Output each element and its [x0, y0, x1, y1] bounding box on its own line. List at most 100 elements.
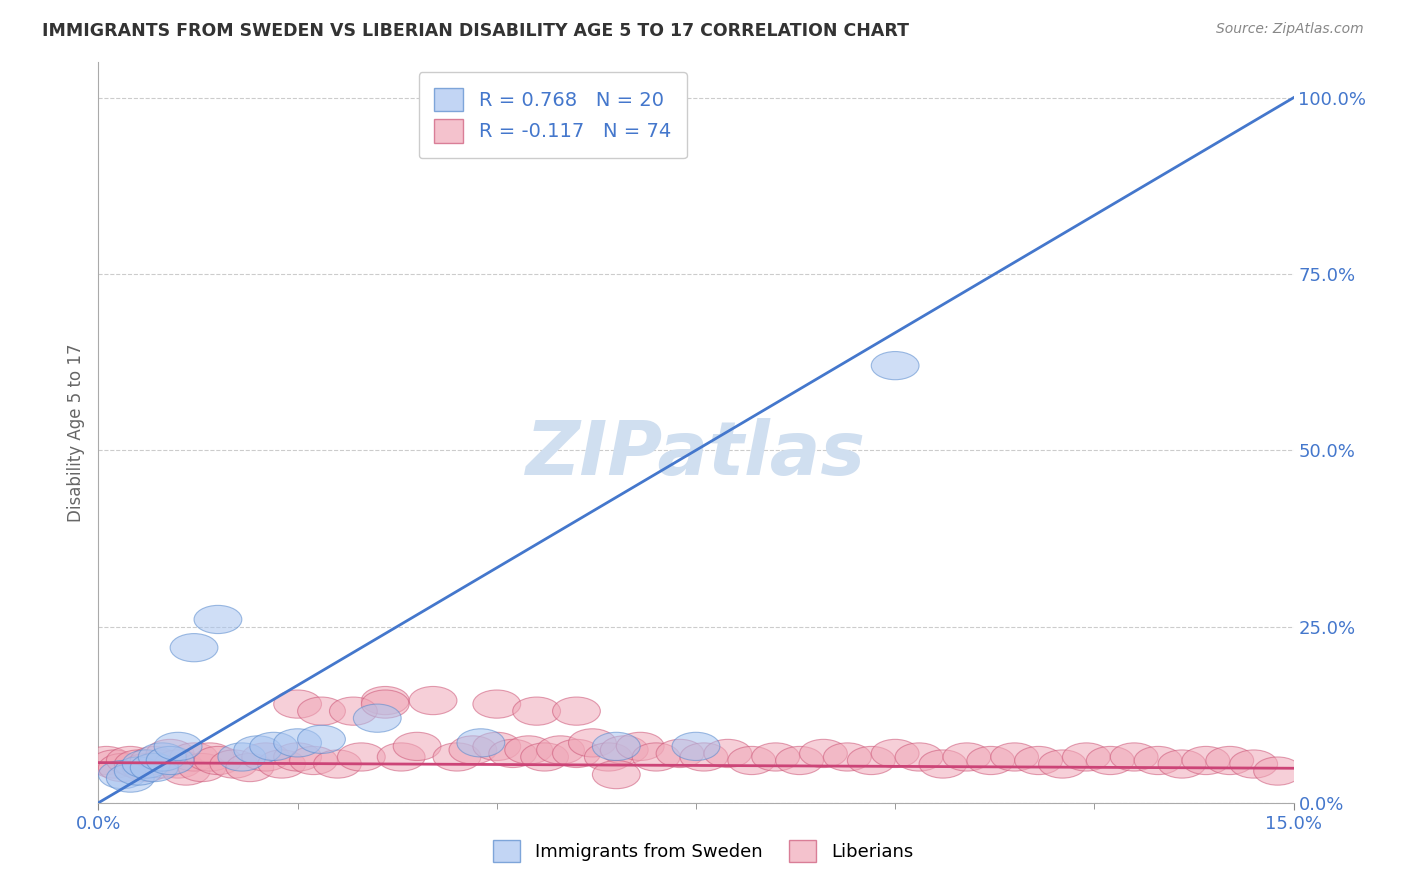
Ellipse shape: [472, 690, 520, 718]
Ellipse shape: [146, 747, 194, 774]
Ellipse shape: [233, 736, 281, 764]
Ellipse shape: [329, 697, 377, 725]
Ellipse shape: [138, 750, 186, 778]
Ellipse shape: [704, 739, 752, 767]
Ellipse shape: [776, 747, 824, 774]
Text: IMMIGRANTS FROM SWEDEN VS LIBERIAN DISABILITY AGE 5 TO 17 CORRELATION CHART: IMMIGRANTS FROM SWEDEN VS LIBERIAN DISAB…: [42, 22, 910, 40]
Ellipse shape: [274, 743, 322, 771]
Ellipse shape: [114, 750, 162, 778]
Ellipse shape: [377, 743, 425, 771]
Ellipse shape: [361, 690, 409, 718]
Ellipse shape: [242, 743, 290, 771]
Y-axis label: Disability Age 5 to 17: Disability Age 5 to 17: [66, 343, 84, 522]
Ellipse shape: [1254, 757, 1302, 785]
Ellipse shape: [1111, 743, 1159, 771]
Ellipse shape: [353, 704, 401, 732]
Ellipse shape: [186, 743, 233, 771]
Ellipse shape: [896, 743, 943, 771]
Ellipse shape: [1135, 747, 1182, 774]
Ellipse shape: [1039, 750, 1087, 778]
Ellipse shape: [194, 606, 242, 633]
Ellipse shape: [920, 750, 967, 778]
Ellipse shape: [600, 736, 648, 764]
Ellipse shape: [337, 743, 385, 771]
Ellipse shape: [122, 750, 170, 778]
Ellipse shape: [290, 747, 337, 774]
Ellipse shape: [568, 729, 616, 757]
Ellipse shape: [209, 750, 257, 778]
Ellipse shape: [1206, 747, 1254, 774]
Ellipse shape: [633, 743, 681, 771]
Ellipse shape: [728, 747, 776, 774]
Ellipse shape: [457, 729, 505, 757]
Ellipse shape: [1063, 743, 1111, 771]
Ellipse shape: [800, 739, 848, 767]
Ellipse shape: [274, 729, 322, 757]
Ellipse shape: [131, 747, 179, 774]
Ellipse shape: [274, 690, 322, 718]
Ellipse shape: [681, 743, 728, 771]
Ellipse shape: [98, 761, 146, 789]
Ellipse shape: [155, 750, 202, 778]
Ellipse shape: [1015, 747, 1063, 774]
Ellipse shape: [1230, 750, 1278, 778]
Ellipse shape: [179, 754, 226, 781]
Text: ZIPatlas: ZIPatlas: [526, 418, 866, 491]
Ellipse shape: [250, 732, 298, 761]
Ellipse shape: [657, 739, 704, 767]
Ellipse shape: [90, 750, 138, 778]
Ellipse shape: [585, 743, 633, 771]
Ellipse shape: [824, 743, 872, 771]
Ellipse shape: [122, 754, 170, 781]
Ellipse shape: [226, 754, 274, 781]
Ellipse shape: [967, 747, 1015, 774]
Ellipse shape: [218, 743, 266, 771]
Ellipse shape: [314, 750, 361, 778]
Ellipse shape: [1182, 747, 1230, 774]
Ellipse shape: [872, 351, 920, 380]
Ellipse shape: [114, 757, 162, 785]
Ellipse shape: [83, 747, 131, 774]
Ellipse shape: [505, 736, 553, 764]
Ellipse shape: [553, 697, 600, 725]
Ellipse shape: [361, 687, 409, 714]
Ellipse shape: [194, 747, 242, 774]
Ellipse shape: [433, 743, 481, 771]
Ellipse shape: [170, 633, 218, 662]
Legend: Immigrants from Sweden, Liberians: Immigrants from Sweden, Liberians: [485, 833, 921, 870]
Ellipse shape: [472, 732, 520, 761]
Ellipse shape: [257, 750, 305, 778]
Ellipse shape: [592, 761, 640, 789]
Ellipse shape: [394, 732, 441, 761]
Ellipse shape: [520, 743, 568, 771]
Ellipse shape: [298, 697, 346, 725]
Text: Source: ZipAtlas.com: Source: ZipAtlas.com: [1216, 22, 1364, 37]
Ellipse shape: [138, 743, 186, 771]
Ellipse shape: [991, 743, 1039, 771]
Ellipse shape: [162, 757, 209, 785]
Ellipse shape: [409, 687, 457, 714]
Ellipse shape: [107, 747, 155, 774]
Ellipse shape: [872, 739, 920, 767]
Ellipse shape: [449, 736, 496, 764]
Ellipse shape: [170, 743, 218, 771]
Ellipse shape: [155, 732, 202, 761]
Ellipse shape: [553, 739, 600, 767]
Ellipse shape: [848, 747, 896, 774]
Ellipse shape: [616, 732, 664, 761]
Ellipse shape: [146, 739, 194, 767]
Ellipse shape: [537, 736, 585, 764]
Ellipse shape: [1087, 747, 1135, 774]
Ellipse shape: [592, 732, 640, 761]
Ellipse shape: [489, 739, 537, 767]
Ellipse shape: [1159, 750, 1206, 778]
Ellipse shape: [752, 743, 800, 771]
Ellipse shape: [298, 725, 346, 754]
Ellipse shape: [98, 754, 146, 781]
Ellipse shape: [943, 743, 991, 771]
Ellipse shape: [131, 754, 179, 781]
Ellipse shape: [107, 764, 155, 792]
Ellipse shape: [672, 732, 720, 761]
Legend: R = 0.768   N = 20, R = -0.117   N = 74: R = 0.768 N = 20, R = -0.117 N = 74: [419, 72, 686, 159]
Ellipse shape: [513, 697, 561, 725]
